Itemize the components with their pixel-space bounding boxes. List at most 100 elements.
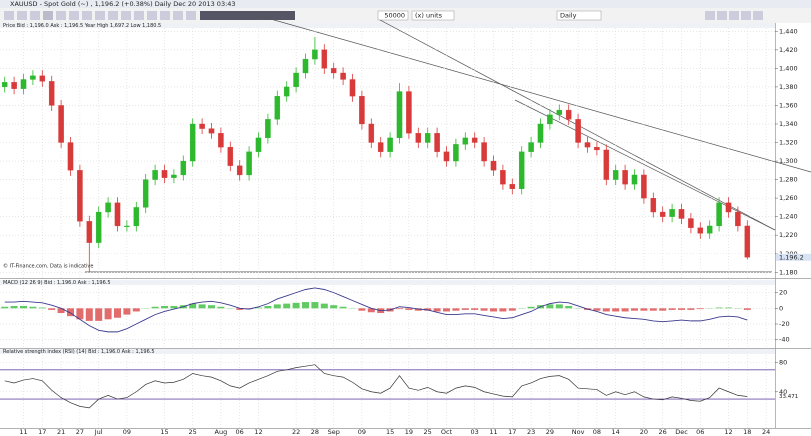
candle-body	[434, 133, 440, 152]
candle-body	[650, 197, 657, 213]
y-tick-label: 1,300	[779, 157, 798, 165]
tool-icon[interactable]	[108, 11, 118, 20]
panel-header	[0, 349, 775, 354]
histogram-bar	[725, 307, 732, 309]
x-tick-label: 27	[76, 428, 84, 436]
x-tick-label: 09	[123, 428, 131, 436]
candle-body	[659, 211, 666, 217]
tool-icon[interactable]	[82, 11, 92, 20]
candle-body	[575, 119, 581, 143]
histogram-bar	[678, 308, 685, 310]
histogram-bar	[602, 308, 610, 312]
histogram-bar	[151, 306, 159, 309]
candle-body	[359, 96, 365, 125]
tool-icon[interactable]	[160, 11, 170, 20]
tool-icon[interactable]	[717, 11, 727, 20]
candle-body	[424, 133, 431, 143]
x-tick-label: 25	[424, 428, 432, 436]
y-tick-label: 1,240	[779, 213, 798, 221]
histogram-bar	[367, 308, 375, 313]
histogram-bar	[715, 307, 723, 309]
panel-title: MACD (12 26 9) Bid : 1,196.0 Ask : 1,196…	[3, 280, 111, 286]
candle-body	[293, 72, 299, 88]
tool-icon[interactable]	[95, 11, 105, 20]
candle-body	[274, 96, 281, 120]
histogram-bar	[236, 308, 244, 310]
x-tick-label: 25	[189, 428, 197, 436]
period-label: Daily	[560, 12, 577, 20]
candle-body	[283, 86, 290, 97]
tool-icon[interactable]	[753, 11, 763, 20]
histogram-bar	[461, 308, 469, 310]
histogram-bar	[273, 304, 281, 309]
tool-icon[interactable]	[4, 11, 14, 20]
tool-icon[interactable]	[147, 11, 157, 20]
candle-body	[302, 58, 309, 74]
tool-icon[interactable]	[30, 11, 40, 20]
histogram-bar	[48, 308, 56, 310]
x-tick-label: Nov	[572, 428, 585, 436]
candle-body	[255, 137, 262, 152]
toolbar-icons[interactable]	[4, 11, 763, 20]
candle-body	[678, 209, 685, 219]
candle-body	[1, 82, 8, 88]
tool-icon[interactable]	[56, 11, 66, 20]
y-tick-label: 1,360	[779, 101, 798, 109]
candle-body	[48, 81, 55, 106]
histogram-bar	[20, 305, 27, 309]
tool-icon[interactable]	[69, 11, 79, 20]
histogram-bar	[330, 305, 338, 309]
x-tick-label: Oct	[441, 428, 453, 436]
last-price-box	[776, 253, 811, 261]
histogram-bar	[104, 308, 112, 320]
tool-icon[interactable]	[17, 11, 27, 20]
y-tick-label: 80	[779, 359, 787, 367]
tool-icon[interactable]	[705, 11, 715, 20]
tool-icon[interactable]	[173, 11, 183, 20]
x-tick-label: 12	[254, 428, 262, 436]
candle-body	[377, 142, 384, 152]
x-tick-label: 11	[19, 428, 27, 436]
candle-body	[744, 225, 751, 258]
histogram-bar	[396, 308, 403, 310]
price-panel-header	[0, 23, 775, 28]
y-tick-label: 1,400	[779, 64, 798, 72]
candle-body	[688, 218, 694, 228]
y-tick-label: 1,280	[779, 176, 798, 184]
histogram-bar	[452, 308, 460, 311]
tool-icon[interactable]	[134, 11, 144, 20]
candle-body	[594, 146, 600, 151]
candle-body	[509, 184, 516, 190]
histogram-bar	[29, 306, 37, 309]
candle-body	[396, 91, 403, 139]
histogram-bar	[38, 307, 46, 309]
histogram-bar	[320, 303, 328, 309]
candle-body	[565, 109, 572, 120]
candle-body	[500, 170, 506, 185]
candle-body	[152, 170, 158, 180]
x-tick-label: Dec	[675, 428, 688, 436]
tool-icon[interactable]	[741, 11, 751, 20]
tool-icon[interactable]	[121, 11, 131, 20]
candle-body	[584, 142, 591, 148]
tool-icon[interactable]	[186, 11, 196, 20]
candle-body	[114, 202, 121, 227]
color-palette[interactable]	[200, 11, 295, 20]
candle-body	[199, 123, 205, 129]
period-select[interactable]	[556, 10, 602, 21]
price-header: Price Bid : 1,196.0 Ask : 1,196.5 Year H…	[3, 23, 161, 29]
tool-icon[interactable]	[729, 11, 739, 20]
y-tick-label: 20	[779, 289, 787, 297]
panel-title: Relative strength index (RSI) (14) Bid :…	[3, 349, 155, 355]
candle-body	[142, 179, 149, 208]
histogram-bar	[114, 308, 121, 318]
quantity-input[interactable]	[377, 10, 409, 21]
histogram-bar	[621, 308, 629, 312]
histogram-bar	[311, 302, 319, 309]
trendline	[259, 15, 811, 173]
units-select[interactable]	[411, 10, 455, 21]
last-price-label: 1,196.2	[779, 253, 804, 261]
candle-body	[547, 114, 553, 125]
candle-body	[208, 128, 215, 134]
tool-icon[interactable]	[43, 11, 53, 20]
